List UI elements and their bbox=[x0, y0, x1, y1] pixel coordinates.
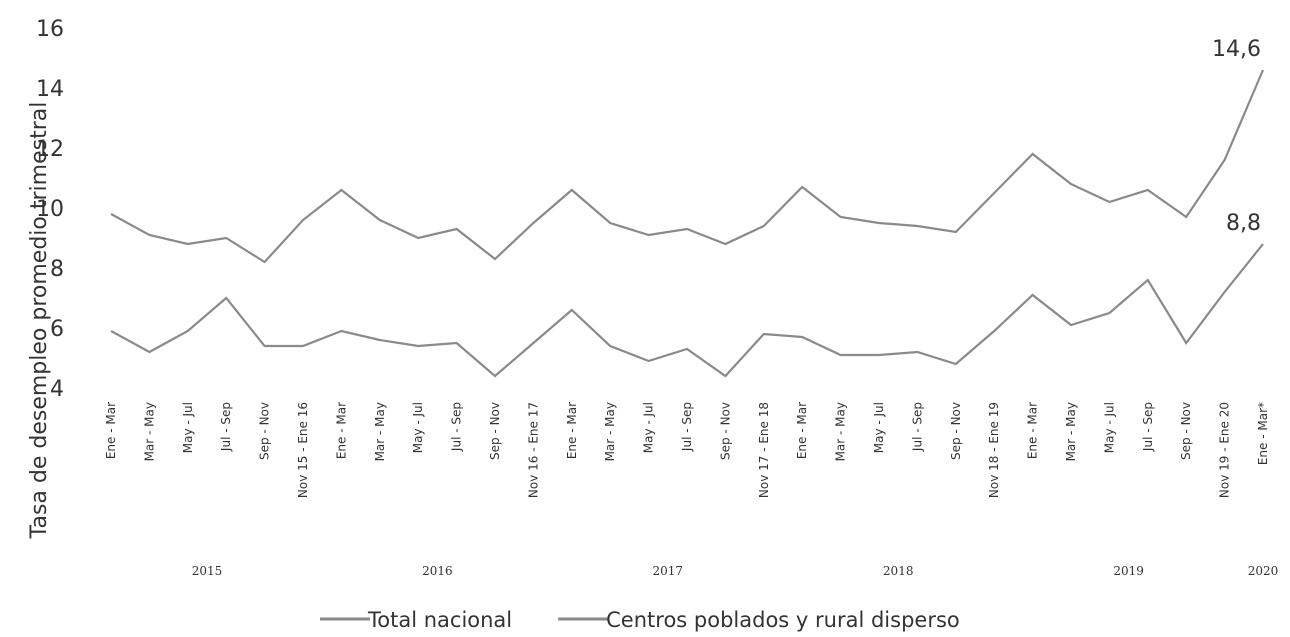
series-line bbox=[110, 243, 1264, 378]
x-tick-label: Jul - Sep bbox=[219, 402, 233, 452]
data-label: 8,8 bbox=[1226, 211, 1261, 236]
x-tick-label: Ene - Mar* bbox=[1256, 402, 1270, 465]
year-label: 2018 bbox=[883, 564, 914, 578]
legend-label: Centros poblados y rural disperso bbox=[606, 608, 960, 632]
x-tick-label: Sep - Nov bbox=[949, 402, 963, 460]
y-axis-label: Tasa de desempleo promedio trimestral bbox=[27, 102, 52, 540]
y-tick-label: 16 bbox=[36, 17, 64, 42]
x-tick-label: May - Jul bbox=[411, 402, 425, 453]
year-label: 2019 bbox=[1113, 564, 1144, 578]
x-tick-label: Ene - Mar bbox=[104, 402, 118, 459]
x-tick-label: Nov 15 - Ene 16 bbox=[296, 402, 310, 498]
y-tick-label: 14 bbox=[36, 77, 64, 102]
y-tick-label: 12 bbox=[36, 137, 64, 162]
x-tick-label: Ene - Mar bbox=[334, 402, 348, 459]
x-tick-label: Mar - May bbox=[1064, 402, 1078, 461]
x-tick-label: Mar - May bbox=[142, 402, 156, 461]
x-tick-label: May - Jul bbox=[181, 402, 195, 453]
x-tick-label: Mar - May bbox=[603, 402, 617, 461]
legend-label: Total nacional bbox=[367, 608, 512, 632]
x-tick-label: Ene - Mar bbox=[1026, 402, 1040, 459]
x-tick-label: May - Jul bbox=[642, 402, 656, 453]
year-label: 2016 bbox=[422, 564, 453, 578]
x-tick-label: Ene - Mar bbox=[565, 402, 579, 459]
x-tick-label: Nov 18 - Ene 19 bbox=[987, 402, 1001, 498]
x-tick-label: Nov 17 - Ene 18 bbox=[757, 402, 771, 498]
x-tick-label: Sep - Nov bbox=[718, 402, 732, 460]
x-tick-label: Mar - May bbox=[834, 402, 848, 461]
x-tick-label: Ene - Mar bbox=[795, 402, 809, 459]
x-tick-label: Sep - Nov bbox=[1179, 402, 1193, 460]
x-tick-label: Nov 16 - Ene 17 bbox=[526, 402, 540, 498]
y-tick-label: 8 bbox=[50, 257, 64, 282]
year-label: 2020 bbox=[1248, 564, 1279, 578]
x-tick-label: Nov 19 - Ene 20 bbox=[1218, 402, 1232, 498]
x-tick-label: Sep - Nov bbox=[488, 402, 502, 460]
series-line bbox=[110, 69, 1265, 264]
x-tick-label: Jul - Sep bbox=[910, 402, 924, 452]
y-tick-label: 4 bbox=[50, 377, 64, 402]
x-tick-label: Jul - Sep bbox=[1141, 402, 1155, 452]
year-label: 2015 bbox=[192, 564, 223, 578]
x-tick-label: Mar - May bbox=[373, 402, 387, 461]
y-tick-label: 6 bbox=[50, 317, 64, 342]
year-label: 2017 bbox=[653, 564, 684, 578]
x-tick-label: May - Jul bbox=[872, 402, 886, 453]
data-label: 14,6 bbox=[1212, 37, 1261, 62]
x-tick-label: May - Jul bbox=[1102, 402, 1116, 453]
y-tick-label: 10 bbox=[36, 197, 64, 222]
x-tick-label: Jul - Sep bbox=[680, 402, 694, 452]
x-tick-label: Sep - Nov bbox=[258, 402, 272, 460]
x-tick-label: Jul - Sep bbox=[450, 402, 464, 452]
